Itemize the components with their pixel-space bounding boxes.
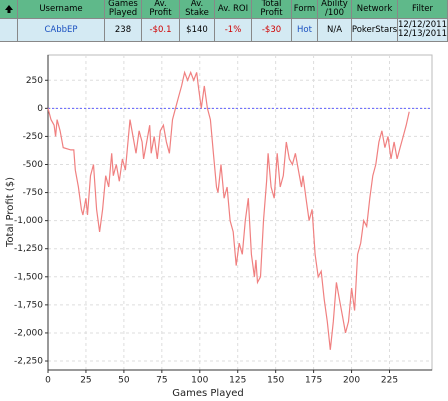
y-tick-label: -1,250 (14, 244, 43, 254)
x-tick-label: 25 (80, 376, 91, 386)
table-cell: 238 (105, 19, 142, 42)
column-header[interactable]: Total Profit (252, 0, 292, 19)
column-header[interactable]: Filter (398, 0, 448, 19)
y-tick-label: -2,250 (14, 357, 43, 367)
column-header[interactable]: Av. Profit (142, 0, 180, 19)
column-header[interactable]: Form (292, 0, 318, 19)
y-tick-label: -2,000 (14, 328, 43, 338)
table-cell: -$0.1 (142, 19, 180, 42)
x-tick-label: 100 (191, 376, 208, 386)
table-cell: $140 (180, 19, 215, 42)
y-tick-label: -1,500 (14, 272, 43, 282)
column-header[interactable]: Games Played (105, 0, 142, 19)
column-header[interactable]: Ability /100 (318, 0, 352, 19)
x-tick-label: 175 (305, 376, 322, 386)
y-tick-label: -1,000 (14, 216, 43, 226)
column-header[interactable]: Av. Stake (180, 0, 215, 19)
y-tick-label: -250 (23, 132, 44, 142)
stats-table: Username Games Played Av. Profit Av. Stake A… (0, 0, 448, 42)
y-tick-label: 0 (37, 104, 43, 114)
x-tick-label: 200 (343, 376, 360, 386)
table-cell: N/A (318, 19, 352, 42)
y-tick-label: 250 (26, 76, 43, 86)
y-axis-title: Total Profit ($) (5, 177, 16, 248)
x-tick-label: 225 (381, 376, 398, 386)
column-header[interactable]: Av. ROI (215, 0, 252, 19)
sort-arrow[interactable] (0, 0, 18, 19)
profit-line (47, 70, 410, 350)
y-tick-label: -1,750 (14, 300, 43, 310)
table-cell: -$30 (252, 19, 292, 42)
x-tick-label: 75 (156, 376, 167, 386)
y-tick-label: -500 (23, 160, 44, 170)
table-cell: Hot (292, 19, 318, 42)
data-row: CAbbEP 238 -$0.1 $140 -1% -$30 Hot N/A PokerStar… (0, 19, 448, 42)
header-row: Username Games Played Av. Profit Av. Stake A… (0, 0, 448, 19)
x-axis-title: Games Played (172, 388, 244, 399)
table-cell: 12/12/2011 12/13/2011 (398, 19, 448, 42)
x-tick-label: 0 (45, 376, 51, 386)
x-tick-label: 150 (267, 376, 284, 386)
x-tick-label: 125 (229, 376, 246, 386)
table-cell: -1% (215, 19, 252, 42)
y-tick-label: -750 (23, 188, 44, 198)
blank-cell (0, 19, 18, 42)
table-cell: CAbbEP (18, 19, 105, 42)
column-header[interactable]: Username (18, 0, 105, 19)
x-tick-label: 50 (118, 376, 130, 386)
plot-area (47, 54, 433, 371)
column-header[interactable]: Network (352, 0, 398, 19)
table-cell: PokerStars (352, 19, 398, 42)
